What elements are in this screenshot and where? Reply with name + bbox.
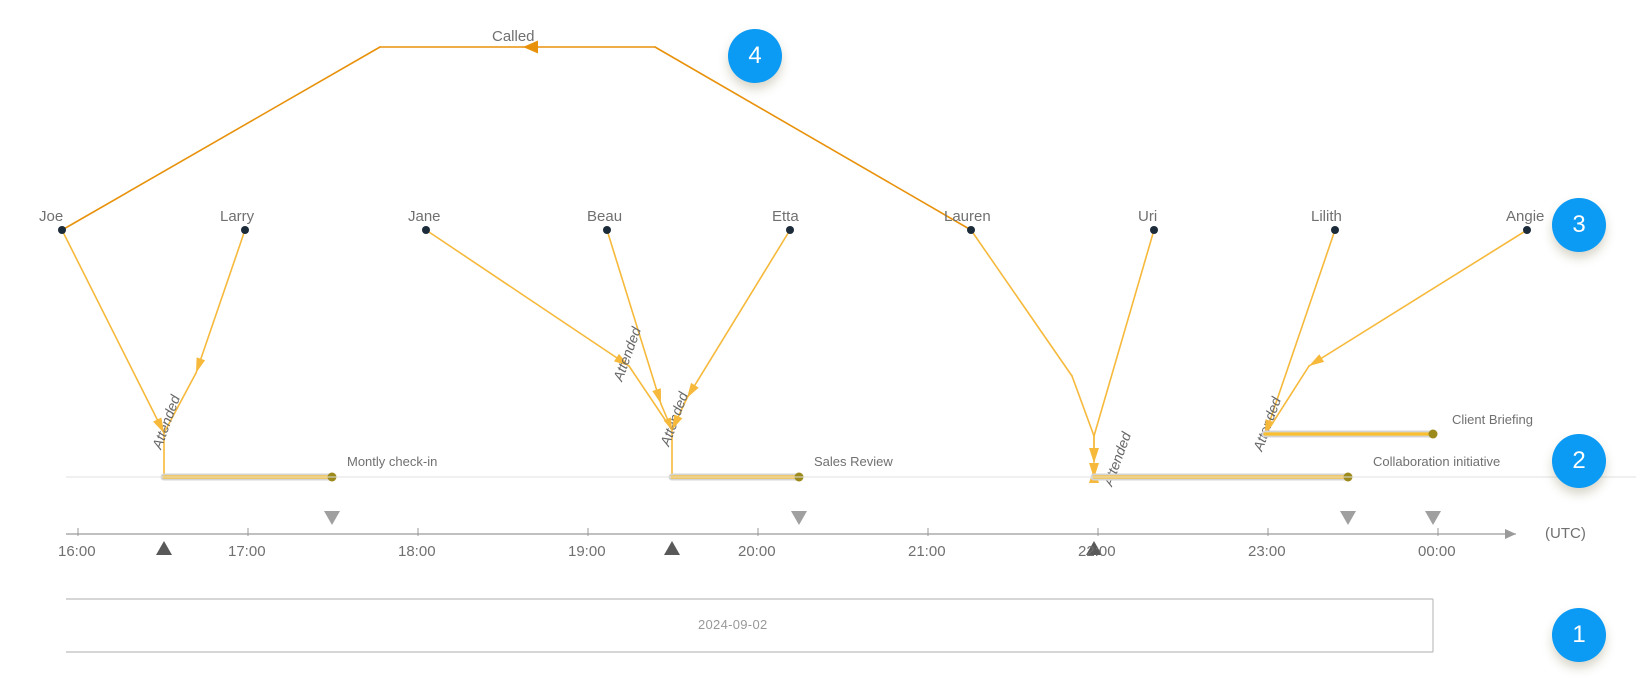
svg-text:Attended: Attended bbox=[609, 324, 644, 384]
